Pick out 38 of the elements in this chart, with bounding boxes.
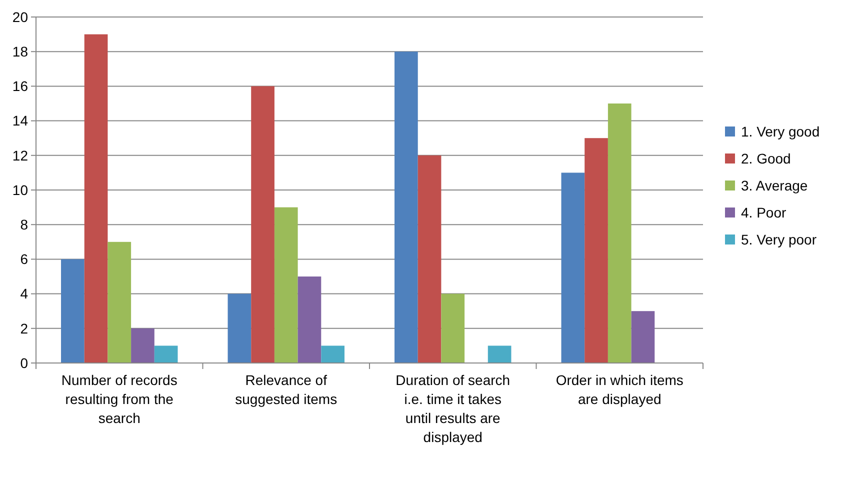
y-tick-label: 2 <box>20 320 28 336</box>
bar <box>131 328 154 363</box>
x-tick-label: Number of records resulting from the search <box>61 372 178 426</box>
y-tick-label: 8 <box>20 216 28 232</box>
legend-label: 1. Very good <box>741 123 820 140</box>
bar <box>631 311 655 363</box>
bar <box>321 346 344 363</box>
y-tick-label: 0 <box>20 354 28 371</box>
y-tick-label: 10 <box>12 182 28 198</box>
bar <box>274 207 298 363</box>
bar <box>418 155 442 363</box>
legend-label: 2. Good <box>741 150 791 166</box>
bar <box>61 259 84 363</box>
bar <box>251 86 274 363</box>
bar <box>441 294 465 363</box>
x-tick-label: Relevance of suggested items <box>235 372 338 407</box>
legend-label: 5. Very poor <box>741 231 817 248</box>
y-tick-label: 20 <box>12 8 28 25</box>
bar <box>584 138 608 363</box>
bar <box>154 346 178 363</box>
y-tick-label: 16 <box>12 78 28 94</box>
bar <box>394 52 418 363</box>
bar <box>488 346 512 363</box>
bar <box>108 242 132 363</box>
legend-label: 3. Average <box>741 177 808 194</box>
y-tick-label: 6 <box>20 251 28 268</box>
y-tick-label: 14 <box>12 112 28 129</box>
bar <box>228 294 252 363</box>
legend-label: 4. Poor <box>741 204 786 220</box>
bar <box>84 34 108 363</box>
y-tick-label: 18 <box>12 44 28 60</box>
bar <box>608 104 632 363</box>
x-tick-label: Duration of search i.e. time it takes until results are displayed <box>396 372 510 445</box>
bar <box>298 276 322 363</box>
bar <box>561 172 585 363</box>
y-tick-label: 12 <box>12 147 28 164</box>
x-tick-label: Order in which items are displayed <box>556 372 684 407</box>
y-tick-label: 4 <box>20 286 28 302</box>
